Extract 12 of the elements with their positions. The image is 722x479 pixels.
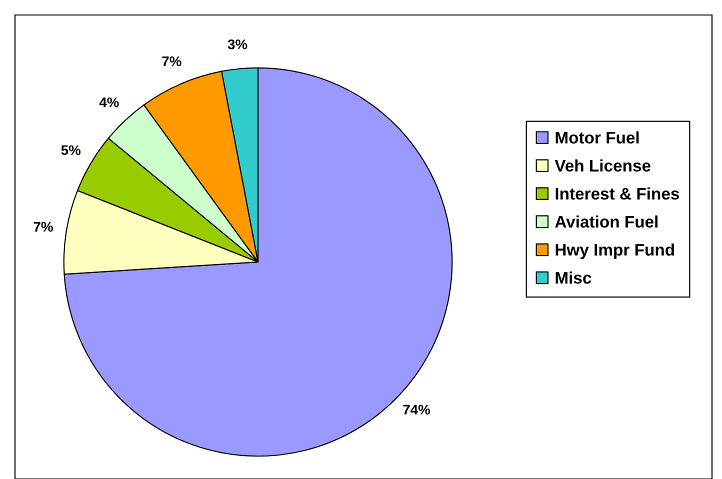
legend-label: Motor Fuel (556, 131, 639, 144)
data-label: 7% (34, 222, 53, 232)
data-label: 4% (99, 97, 119, 108)
legend-label: Hwy Impr Fund (556, 243, 674, 260)
legend-label: Veh License (554, 159, 650, 172)
data-label: 7% (162, 56, 182, 66)
legend-label: Interest & Fines (556, 187, 680, 200)
legend-label: Aviation Fuel (555, 215, 658, 228)
legend-label: Misc (556, 272, 592, 284)
data-label: 3% (228, 39, 248, 50)
data-label: 74% (403, 404, 430, 415)
data-label: 5% (61, 145, 81, 156)
